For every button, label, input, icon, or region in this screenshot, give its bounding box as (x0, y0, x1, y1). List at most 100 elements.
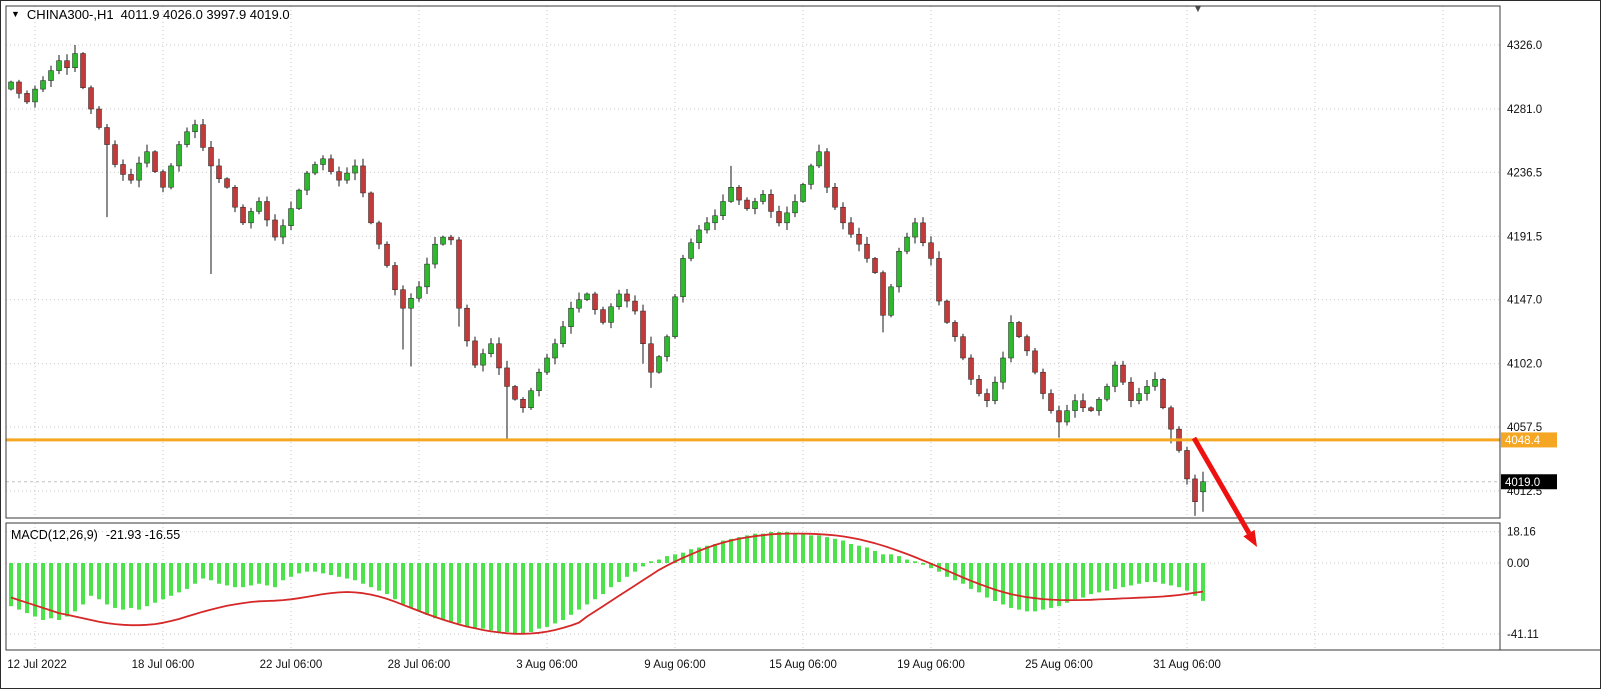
macd-name: MACD(12,26,9) (11, 528, 98, 542)
macd-bar (201, 563, 205, 579)
price-axis-label: 4326.0 (1507, 40, 1542, 52)
macd-bar (857, 545, 861, 563)
candle-body (1128, 381, 1134, 401)
candle-body (648, 343, 654, 373)
candle-body (328, 158, 334, 172)
candle-body (496, 343, 502, 369)
time-axis-label: 18 Jul 06:00 (132, 659, 195, 671)
chart-shift-marker[interactable]: ▼ (1193, 4, 1203, 15)
macd-bar (1177, 563, 1181, 588)
macd-bar (41, 563, 45, 620)
candle-body (1024, 336, 1030, 352)
candle-body (1184, 450, 1190, 480)
macd-bar (593, 563, 597, 600)
price-axis-label: 4281.0 (1507, 104, 1542, 116)
macd-bar (321, 563, 325, 574)
candle-body (240, 206, 246, 224)
macd-bar (441, 563, 445, 620)
macd-bar (1201, 563, 1205, 601)
macd-bar (337, 563, 341, 577)
candle-body (456, 239, 462, 309)
macd-bar (905, 559, 909, 563)
candle-body (208, 147, 214, 167)
macd-bar (1169, 563, 1173, 586)
time-axis-label: 12 Jul 2022 (7, 659, 66, 671)
candle-body (168, 165, 174, 188)
candle-body (96, 108, 102, 128)
macd-histogram[interactable] (9, 531, 1205, 634)
candle-body (16, 81, 22, 94)
macd-bar (849, 544, 853, 563)
macd-bar (913, 561, 917, 563)
macd-bar (705, 545, 709, 563)
macd-bar (1065, 563, 1069, 603)
candle-body (1088, 407, 1094, 411)
candle-body (32, 88, 38, 103)
macd-bar (489, 563, 493, 631)
price-axis-label: 4057.5 (1507, 422, 1542, 434)
price-axis[interactable]: 4326.0 4281.0 4236.5 4191.5 4147.0 4102.0 4057… (1500, 6, 1601, 650)
candles-layer[interactable] (8, 45, 1206, 516)
macd-bar (513, 563, 517, 634)
macd-bar (473, 563, 477, 629)
macd-signal-line (10, 532, 1204, 635)
macd-bar (953, 563, 957, 581)
macd-bar (585, 563, 589, 605)
candle-body (144, 151, 150, 164)
time-axis-label: 15 Aug 06:00 (769, 659, 837, 671)
macd-bar (1113, 563, 1117, 589)
candle-body (160, 171, 166, 188)
candle-body (960, 336, 966, 359)
macd-bar (33, 563, 37, 617)
macd-bar (377, 563, 381, 591)
candle-body (248, 211, 254, 224)
macd-bar (465, 563, 469, 627)
candle-body (416, 286, 422, 299)
candle-body (272, 219, 278, 238)
time-axis[interactable]: 12 Jul 2022 18 Jul 06:00 22 Jul 06:00 28 Ju… (6, 650, 1500, 689)
macd-bar (1129, 563, 1133, 586)
candle-body (776, 211, 782, 224)
candle-body (64, 60, 70, 69)
macd-axis-label: -41.11 (1507, 629, 1539, 641)
macd-bar (1097, 563, 1101, 593)
macd-bar (993, 563, 997, 601)
macd-bar (49, 563, 53, 619)
candle-body (744, 199, 750, 209)
macd-bar (281, 563, 285, 581)
macd-bar (577, 563, 581, 610)
candle-body (848, 222, 854, 235)
candle-body (632, 300, 638, 312)
macd-bar (225, 563, 229, 586)
candle-body (792, 201, 798, 214)
candle-body (608, 306, 614, 323)
macd-bar (81, 563, 85, 605)
macd-indicator-label: MACD(12,26,9) -21.93 -16.55 (11, 528, 180, 542)
macd-bar (449, 563, 453, 622)
candle-body (1104, 386, 1110, 400)
candle-body (120, 164, 126, 175)
candle-body (536, 371, 542, 391)
macd-bar (1105, 563, 1109, 591)
macd-bar (257, 563, 261, 584)
candle-body (24, 93, 30, 103)
macd-bar (313, 563, 317, 572)
macd-bar (1073, 563, 1077, 600)
time-axis-label: 25 Aug 06:00 (1025, 659, 1093, 671)
candle-body (808, 165, 814, 185)
macd-bar (1089, 563, 1093, 595)
candle-body (1072, 400, 1078, 411)
macd-bar (161, 563, 165, 600)
current-price-badge: 4019.0 (1501, 474, 1557, 490)
trend-arrow[interactable] (1191, 436, 1257, 547)
macd-bar (697, 547, 701, 563)
candle-body (1032, 350, 1038, 373)
candle-body (184, 131, 190, 145)
candle-body (1152, 379, 1158, 387)
macd-bar (641, 563, 645, 567)
macd-bar (385, 563, 389, 595)
candle-body (1040, 371, 1046, 394)
candle-body (320, 158, 326, 165)
candle-body (560, 326, 566, 345)
